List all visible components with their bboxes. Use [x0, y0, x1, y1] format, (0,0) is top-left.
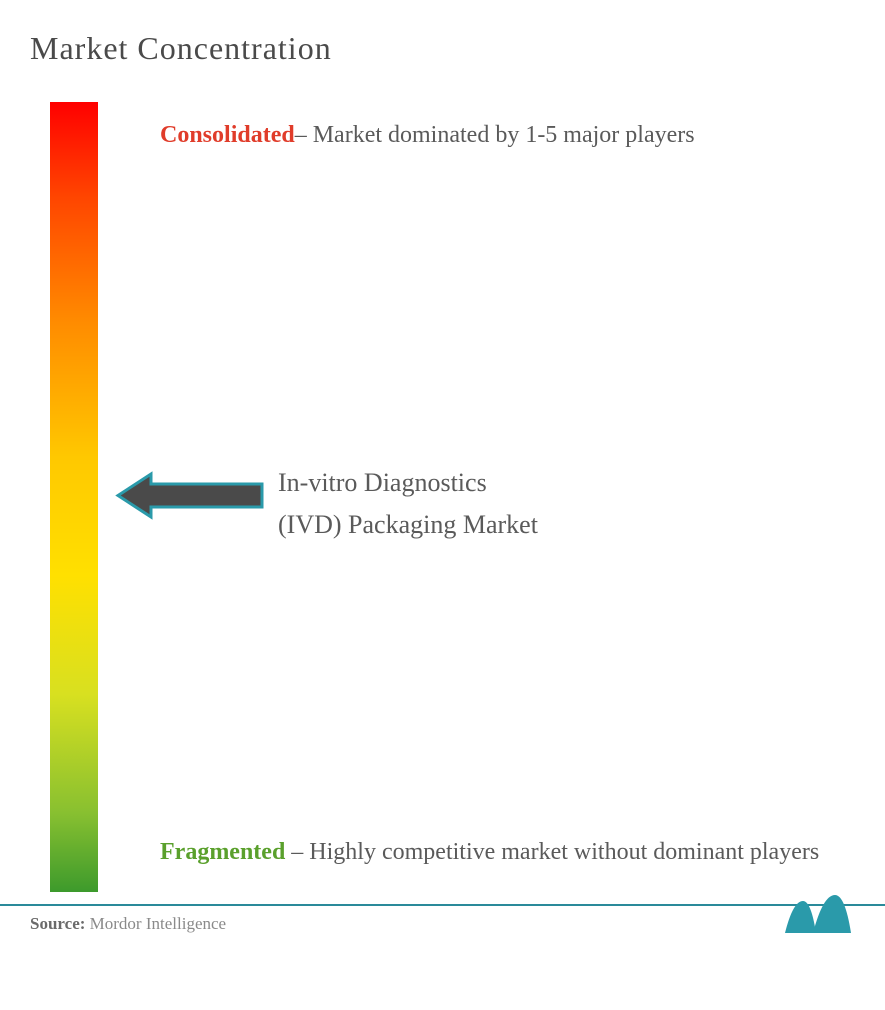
- market-label-line1: In-vitro Diagnostics: [278, 468, 487, 497]
- page-title: Market Concentration: [30, 30, 855, 67]
- fragmented-word: Fragmented: [160, 839, 285, 865]
- source-prefix: Source:: [30, 914, 85, 933]
- consolidated-label: Consolidated– Market dominated by 1-5 ma…: [160, 107, 840, 165]
- market-label: In-vitro Diagnostics (IVD) Packaging Mar…: [278, 462, 698, 545]
- source-name: Mordor Intelligence: [85, 914, 226, 933]
- gradient-bar: [50, 102, 98, 892]
- consolidated-word: Consolidated: [160, 122, 295, 148]
- mordor-logo-icon: [783, 893, 853, 942]
- consolidated-rest: – Market dominated by 1-5 major players: [295, 122, 695, 148]
- fragmented-rest: – Highly competitive market without domi…: [285, 839, 819, 865]
- source-text: Source: Mordor Intelligence: [30, 914, 226, 933]
- arrow-indicator: [115, 468, 265, 523]
- source-bar: Source: Mordor Intelligence: [0, 904, 885, 942]
- content-area: Consolidated– Market dominated by 1-5 ma…: [50, 102, 855, 892]
- fragmented-label: Fragmented – Highly competitive market w…: [160, 824, 840, 882]
- market-label-line2: (IVD) Packaging Market: [278, 510, 538, 539]
